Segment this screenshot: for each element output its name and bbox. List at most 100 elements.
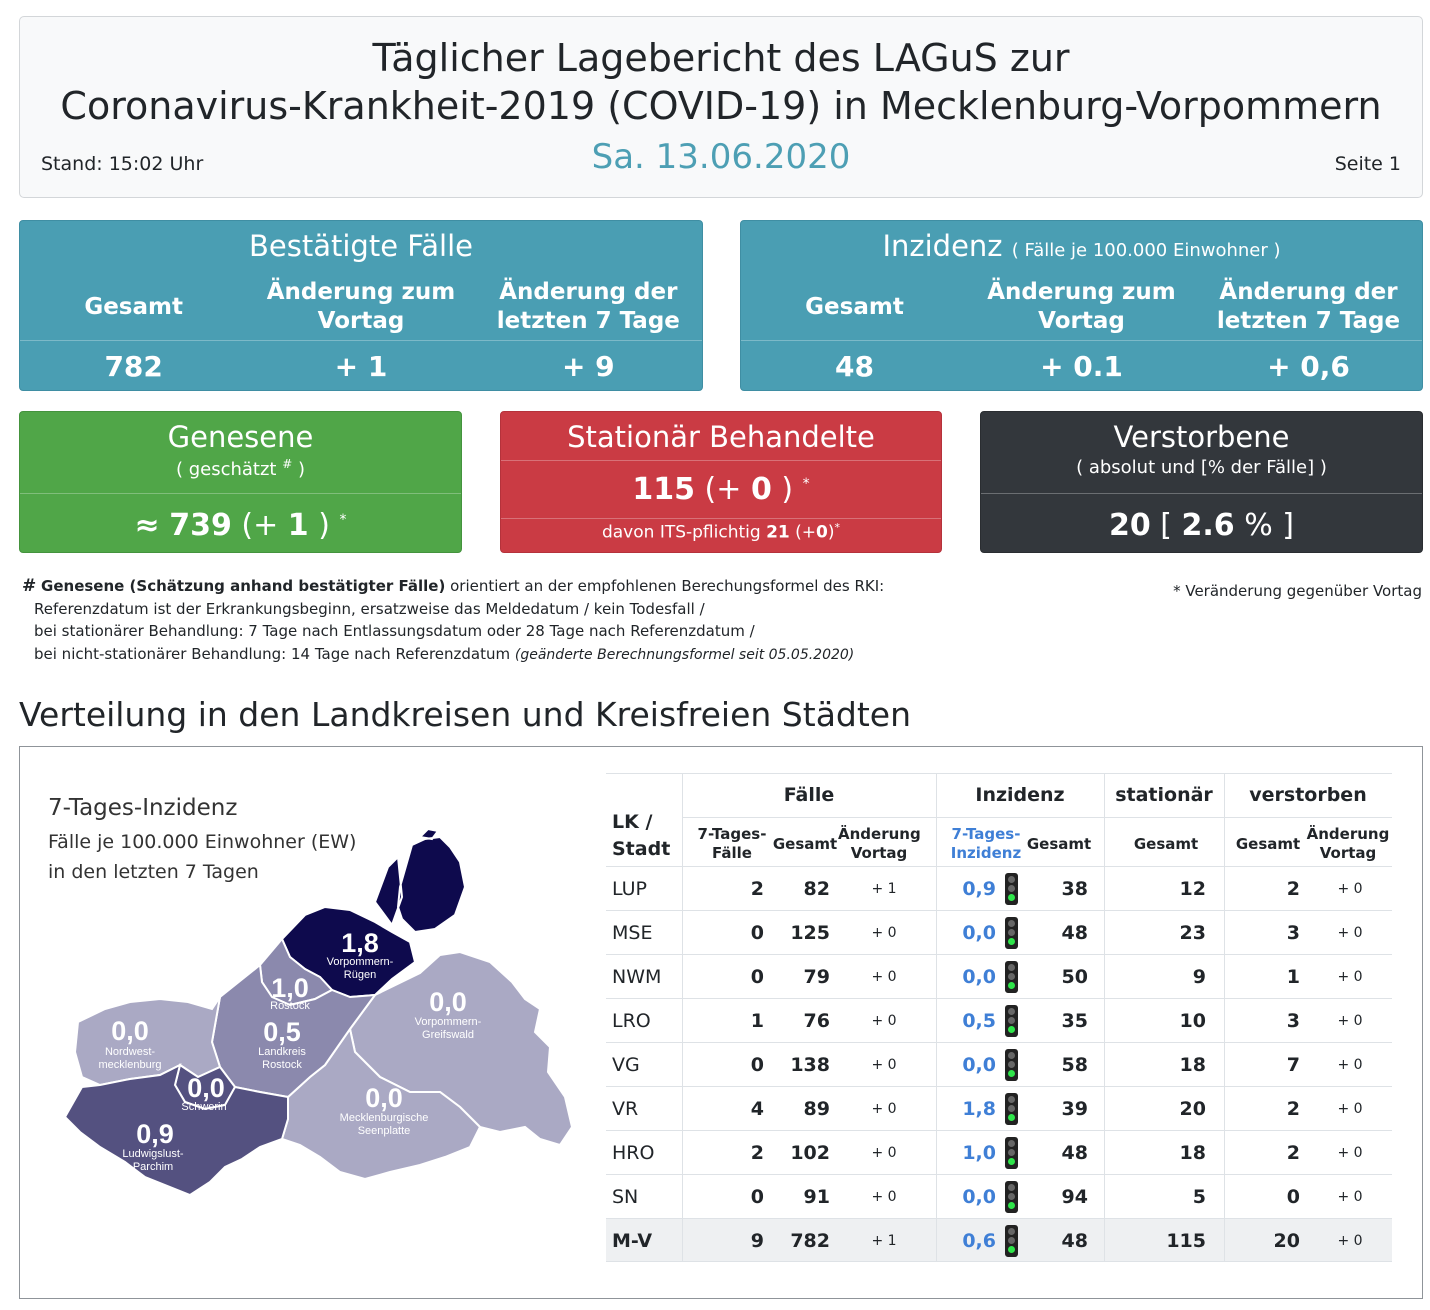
confirmed-change-7d-value: + 9 bbox=[561, 350, 615, 383]
map-value-mse: 0,0 bbox=[365, 1083, 403, 1113]
table-row: VG 0 138 + 0 0,0 58 18 7 + 0 bbox=[606, 1042, 1392, 1086]
row-inzidenz-7d: 1,8 bbox=[962, 1098, 996, 1120]
icu-star: * bbox=[834, 521, 841, 534]
row-inzidenz-gesamt: 35 bbox=[1061, 1010, 1088, 1032]
map-subtitle-2: in den letzten 7 Tagen bbox=[48, 861, 259, 883]
confirmed-change-day-value: + 1 bbox=[334, 350, 388, 383]
row-inzidenz-7d: 0,6 bbox=[962, 1230, 996, 1252]
traffic-light-icon bbox=[1005, 1137, 1018, 1169]
th-sg: Gesamt bbox=[1133, 835, 1199, 853]
row-verstorben-gesamt: 0 bbox=[1286, 1186, 1300, 1208]
incidence-title-text: Inzidenz bbox=[882, 229, 1003, 263]
row-faelle-aenderung: + 0 bbox=[871, 969, 897, 985]
th-verstorben: verstorben bbox=[1249, 784, 1367, 806]
report-title-line1: Täglicher Lagebericht des LAGuS zur bbox=[372, 36, 1070, 80]
th-f7-2: Fälle bbox=[712, 844, 752, 862]
table-row: MSE 0 125 + 0 0,0 48 23 3 + 0 bbox=[606, 910, 1392, 954]
row-faelle-7d: 0 bbox=[750, 1054, 764, 1076]
incidence-change-day-value: + 0.1 bbox=[1040, 350, 1123, 383]
th-fa-1: Änderung bbox=[838, 825, 921, 843]
row-inzidenz-7d: 0,0 bbox=[962, 1186, 996, 1208]
deaths-value: 20 [ 2.6 % ] bbox=[981, 508, 1422, 543]
map-name-vr-1: Vorpommern- bbox=[327, 956, 394, 968]
row-verstorben-aenderung: + 0 bbox=[1337, 1101, 1363, 1117]
map-value-vg: 0,0 bbox=[429, 987, 467, 1017]
map-name-vr-2: Rügen bbox=[344, 969, 376, 981]
row-faelle-7d: 4 bbox=[750, 1098, 764, 1120]
map-name-lup-2: Parchim bbox=[133, 1161, 173, 1173]
footnote-line3: bei stationärer Behandlung: 7 Tage nach … bbox=[34, 622, 755, 640]
row-inzidenz-7d: 0,0 bbox=[962, 966, 996, 988]
table-row: M-V 9 782 + 1 0,6 48 115 20 + 0 bbox=[606, 1218, 1392, 1262]
row-faelle-gesamt: 82 bbox=[803, 878, 830, 900]
th-fg: Gesamt bbox=[772, 835, 838, 853]
star-note: * Veränderung gegenüber Vortag bbox=[1173, 582, 1422, 600]
incidence-change-7d-label: Änderung der letzten 7 Tage bbox=[1216, 279, 1401, 334]
table-row: LRO 1 76 + 0 0,5 35 10 3 + 0 bbox=[606, 998, 1392, 1042]
report-title-line2: Coronavirus-Krankheit-2019 (COVID-19) in… bbox=[60, 84, 1382, 128]
map-name-nwm-1: Nordwest- bbox=[105, 1046, 155, 1058]
incidence-change-7d-value: + 0,6 bbox=[1267, 350, 1350, 383]
recovered-card: Genesene ( geschätzt # ) ≈ 739 (+ 1 ) * bbox=[19, 411, 462, 553]
report-date: Sa. 13.06.2020 bbox=[591, 137, 851, 177]
incidence-map: 1,8 Vorpommern- Rügen 1,0 Rostock 0,0 Vo… bbox=[63, 827, 574, 1197]
traffic-light-icon bbox=[1005, 1005, 1018, 1037]
traffic-light-icon bbox=[1005, 1225, 1018, 1257]
footnote: # Genesene (Schätzung anhand bestätigter… bbox=[22, 575, 884, 666]
row-verstorben-gesamt: 7 bbox=[1286, 1054, 1300, 1076]
th-f7-1: 7-Tages- bbox=[697, 825, 767, 843]
row-inzidenz-7d: 0,0 bbox=[962, 1054, 996, 1076]
row-inzidenz-gesamt: 48 bbox=[1061, 1230, 1088, 1252]
map-name-mse-1: Mecklenburgische bbox=[340, 1112, 429, 1124]
deaths-title: Verstorbene bbox=[1113, 420, 1290, 454]
deaths-subtitle: ( absolut und [% der Fälle] ) bbox=[1076, 457, 1327, 478]
row-faelle-gesamt: 79 bbox=[803, 966, 830, 988]
recovered-subtitle-close: ) bbox=[298, 459, 306, 480]
icu-value: 21 bbox=[766, 522, 790, 543]
recovered-approx-sign: ≈ bbox=[134, 508, 160, 543]
row-stationaer-gesamt: 10 bbox=[1179, 1010, 1206, 1032]
row-verstorben-aenderung: + 0 bbox=[1337, 1013, 1363, 1029]
row-name: LRO bbox=[612, 1010, 651, 1032]
row-inzidenz-7d: 1,0 bbox=[962, 1142, 996, 1164]
confirmed-change-7d-label: Änderung der letzten 7 Tage bbox=[496, 279, 680, 334]
row-name: NWM bbox=[612, 966, 662, 988]
row-name: VG bbox=[612, 1054, 640, 1076]
th-va: Änderung Vortag bbox=[1306, 825, 1390, 863]
row-verstorben-gesamt: 3 bbox=[1286, 1010, 1300, 1032]
row-stationaer-gesamt: 5 bbox=[1192, 1186, 1206, 1208]
row-faelle-gesamt: 76 bbox=[803, 1010, 830, 1032]
row-verstorben-gesamt: 3 bbox=[1286, 922, 1300, 944]
traffic-light-icon bbox=[1005, 1181, 1018, 1213]
table-row: NWM 0 79 + 0 0,0 50 9 1 + 0 bbox=[606, 954, 1392, 998]
hospitalized-number: 115 bbox=[632, 472, 695, 507]
row-name: LUP bbox=[612, 878, 648, 900]
map-value-lup: 0,9 bbox=[136, 1119, 174, 1149]
traffic-light-icon bbox=[1005, 1049, 1018, 1081]
row-verstorben-gesamt: 20 bbox=[1273, 1230, 1300, 1252]
deaths-percent: 2.6 bbox=[1181, 508, 1235, 543]
map-region-vr bbox=[280, 827, 467, 999]
traffic-light-icon bbox=[1005, 1093, 1018, 1125]
row-stationaer-gesamt: 9 bbox=[1192, 966, 1206, 988]
row-verstorben-gesamt: 2 bbox=[1286, 878, 1300, 900]
map-value-hro: 1,0 bbox=[271, 973, 309, 1003]
row-faelle-7d: 1 bbox=[750, 1010, 764, 1032]
row-verstorben-aenderung: + 0 bbox=[1337, 1145, 1363, 1161]
row-faelle-gesamt: 125 bbox=[790, 922, 830, 944]
th-va-1: Änderung bbox=[1306, 825, 1390, 843]
row-faelle-7d: 0 bbox=[750, 1186, 764, 1208]
row-stationaer-gesamt: 18 bbox=[1179, 1142, 1206, 1164]
icu-line: davon ITS-pflichtig 21 (+0)* bbox=[501, 521, 941, 543]
table-row: LUP 2 82 + 1 0,9 38 12 2 + 0 bbox=[606, 866, 1392, 910]
map-title: 7-Tages-Inzidenz bbox=[48, 795, 238, 821]
incidence-card: Inzidenz ( Fälle je 100.000 Einwohner ) … bbox=[740, 220, 1423, 391]
footnote-line1-text: orientiert an der empfohlenen Berechungs… bbox=[450, 577, 885, 595]
row-inzidenz-7d: 0,5 bbox=[962, 1010, 996, 1032]
row-name: MSE bbox=[612, 922, 653, 944]
map-name-nwm-2: mecklenburg bbox=[99, 1059, 162, 1071]
row-name: SN bbox=[612, 1186, 639, 1208]
th-i7: 7-Tages- Inzidenz bbox=[946, 825, 1026, 863]
recovered-change-close: ) bbox=[318, 508, 330, 543]
row-name: M-V bbox=[612, 1230, 653, 1252]
